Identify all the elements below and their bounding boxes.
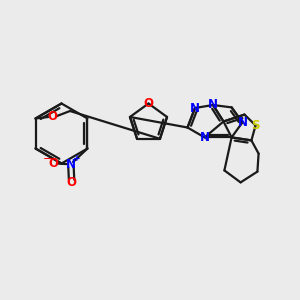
Text: O: O bbox=[47, 110, 57, 124]
Text: N: N bbox=[200, 131, 210, 144]
Text: +: + bbox=[73, 154, 81, 163]
Text: O: O bbox=[143, 97, 154, 110]
Text: O: O bbox=[48, 157, 58, 170]
Text: S: S bbox=[251, 119, 260, 132]
Text: N: N bbox=[208, 98, 218, 112]
Text: −: − bbox=[43, 152, 53, 165]
Text: O: O bbox=[67, 176, 76, 189]
Text: N: N bbox=[237, 116, 248, 129]
Text: N: N bbox=[66, 158, 76, 171]
Text: N: N bbox=[190, 101, 200, 115]
